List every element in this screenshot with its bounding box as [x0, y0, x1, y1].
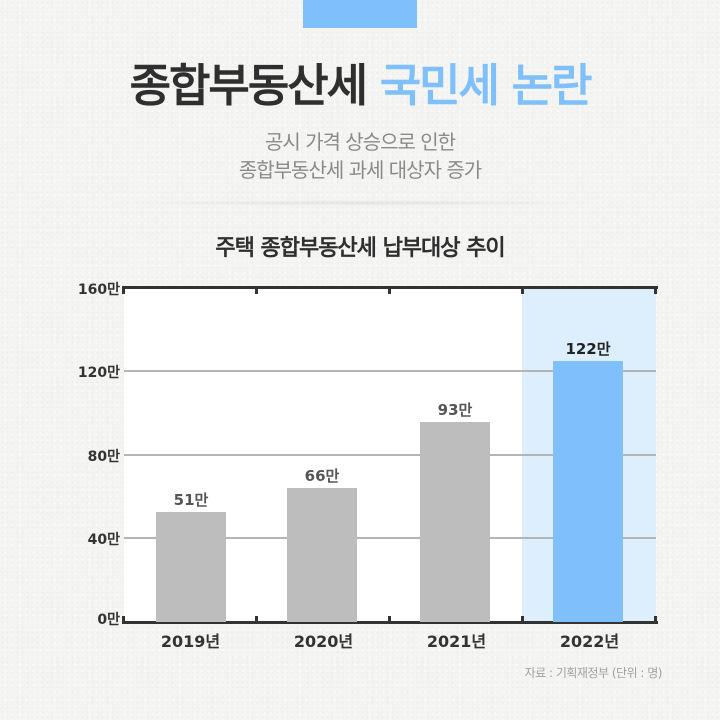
- subtitle-line-2: 종합부동산세 과세 대상자 증가: [238, 158, 482, 182]
- bar-2022: [553, 361, 623, 622]
- tick-top: [388, 286, 391, 294]
- bar-2021: [420, 422, 490, 622]
- top-accent-bar: [303, 0, 417, 28]
- x-label-2019: 2019년: [160, 632, 221, 651]
- tick-bottom: [654, 616, 657, 624]
- gridline-120: [124, 370, 656, 372]
- bar-2020: [287, 488, 357, 622]
- chart-plot-area: 51만 66만 93만 122만: [122, 286, 658, 624]
- bar-2019: [156, 512, 226, 622]
- tick-bottom: [122, 616, 125, 624]
- y-tick-160: 160만: [77, 282, 120, 298]
- value-label-2019: 51만: [173, 491, 209, 509]
- tick-top: [521, 286, 524, 294]
- headline-highlight: 국민세 논란: [379, 59, 593, 112]
- chart-title: 주택 종합부동산세 납부대상 추이: [215, 236, 505, 261]
- source-note: 자료 : 기획재정부 (단위 : 명): [524, 666, 663, 680]
- section-divider: [100, 200, 620, 206]
- tick-top: [255, 286, 258, 294]
- y-tick-80: 80만: [87, 449, 120, 465]
- subtitle-line-1: 공시 가격 상승으로 인한: [264, 130, 456, 154]
- value-label-2022: 122만: [565, 340, 611, 358]
- gridline-40: [124, 537, 656, 539]
- y-tick-40: 40만: [87, 532, 120, 548]
- headline-dark: 종합부동산세: [129, 59, 368, 112]
- value-label-2020: 66만: [304, 467, 340, 485]
- x-label-2021: 2021년: [426, 632, 487, 651]
- tick-bottom: [521, 616, 524, 624]
- y-tick-120: 120만: [77, 365, 120, 381]
- tick-bottom: [388, 616, 391, 624]
- subtitle: 공시 가격 상승으로 인한 종합부동산세 과세 대상자 증가: [0, 128, 720, 184]
- gridline-80: [124, 454, 656, 456]
- tick-top: [654, 286, 657, 294]
- y-tick-0: 0만: [97, 612, 120, 628]
- x-label-2020: 2020년: [293, 632, 354, 651]
- headline: 종합부동산세 국민세 논란: [0, 56, 720, 116]
- value-label-2021: 93만: [437, 401, 473, 419]
- tick-bottom: [255, 616, 258, 624]
- x-label-2022: 2022년: [559, 632, 620, 651]
- tick-top: [122, 286, 125, 294]
